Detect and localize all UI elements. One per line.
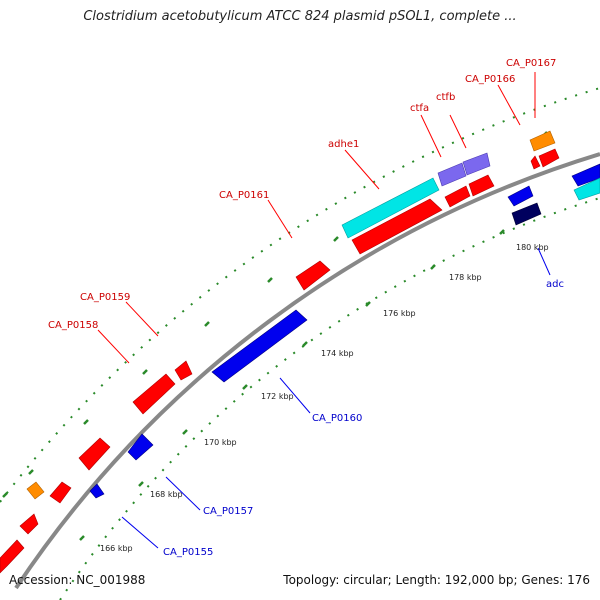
topology-summary-text: Topology: circular; Length: 192,000 bp; … [283,573,590,587]
cds-feature[interactable] [89,483,105,499]
gene-label-ca-p0155[interactable]: CA_P0155 [163,547,213,558]
kbp-label-180: 180 kbp [516,243,549,252]
gene-label-ca-p0158[interactable]: CA_P0158 [48,320,98,331]
kbp-labels: 166 kbp 168 kbp 170 kbp 172 kbp 174 kbp … [100,243,549,553]
cds-feature-dark[interactable] [511,202,542,226]
plasmid-backbone [14,152,600,590]
purple-feature[interactable] [437,162,467,187]
cds-feature[interactable] [468,174,495,197]
kbp-label-166: 166 kbp [100,544,133,553]
cyan-feature[interactable] [341,177,440,239]
kbp-label-170: 170 kbp [204,438,237,447]
kbp-label-168: 168 kbp [150,490,183,499]
cds-feature[interactable] [530,155,541,170]
cds-feature[interactable] [571,163,600,187]
cds-feature[interactable] [538,148,560,168]
orange-feature[interactable] [529,130,556,152]
gene-label-ca-p0157[interactable]: CA_P0157 [203,506,253,517]
kbp-label-178: 178 kbp [449,273,482,282]
gene-label-adc[interactable]: adc [546,279,564,290]
cds-feature[interactable] [211,309,308,383]
cds-feature[interactable] [19,513,39,535]
gene-label-ca-p0159[interactable]: CA_P0159 [80,292,130,303]
gene-label-ca-p0160[interactable]: CA_P0160 [312,413,362,424]
cds-feature[interactable] [78,437,111,471]
cds-feature[interactable] [444,185,471,208]
cds-feature[interactable] [127,433,154,461]
reverse-label-leaders [121,247,551,549]
cyan-feature[interactable] [573,177,600,201]
cds-feature[interactable] [507,185,534,207]
kbp-label-176: 176 kbp [383,309,416,318]
reverse-cds-features [89,163,600,499]
map-title: Clostridium acetobutylicum ATCC 824 plas… [83,9,517,24]
cds-feature[interactable] [0,539,25,574]
cds-feature[interactable] [174,360,193,381]
forward-cds-features [0,148,560,574]
kbp-label-172: 172 kbp [261,392,294,401]
cds-feature[interactable] [49,481,72,504]
gene-label-ctfa[interactable]: ctfa [410,103,429,114]
gene-label-ca-p0166[interactable]: CA_P0166 [465,74,515,85]
inner-major-ticks [79,229,505,541]
kbp-label-174: 174 kbp [321,349,354,358]
gene-label-adhe1[interactable]: adhe1 [328,139,359,150]
gene-label-ca-p0167[interactable]: CA_P0167 [506,58,556,69]
orange-feature[interactable] [26,481,45,500]
accession-text: Accession: NC_001988 [9,573,146,587]
forward-label-leaders [97,72,536,364]
cds-feature[interactable] [351,198,443,255]
gene-labels: CA_P0167 CA_P0166 ctfb ctfa adhe1 CA_P01… [48,58,564,558]
purple-feature[interactable] [462,152,491,176]
gene-label-ca-p0161[interactable]: CA_P0161 [219,190,269,201]
gene-label-ctfb[interactable]: ctfb [436,92,455,103]
cds-feature[interactable] [295,260,331,291]
cds-feature[interactable] [132,373,176,415]
